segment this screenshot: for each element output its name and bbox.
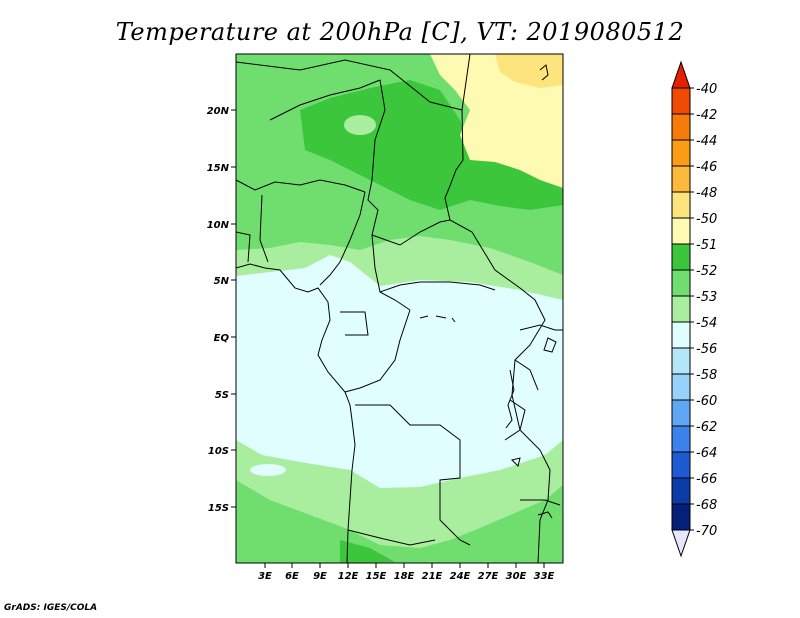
colorbar-label: -64 <box>696 446 717 461</box>
map-title: Temperature at 200hPa [C], VT: 201908051… <box>115 18 685 46</box>
lat-label: 10N <box>207 220 230 231</box>
field-m53-south <box>236 480 563 563</box>
colorbar-label: -50 <box>696 212 717 227</box>
colorbar-segment <box>671 165 691 193</box>
lat-labels: 20N 15N 10N 5N EQ 5S 10S 15S <box>207 106 230 514</box>
colorbar-label: -66 <box>696 472 717 487</box>
field-m51 <box>430 54 563 188</box>
lakes <box>419 64 557 519</box>
colorbar: -40 -42 -44 -46 -48 -50 -51 -52 -53 -54 -56 -58 -60 -… <box>671 60 717 558</box>
lon-label: 3E <box>258 571 272 582</box>
map-frame <box>235 53 564 564</box>
colorbar-label: -52 <box>696 264 717 279</box>
lon-labels: 3E 6E 9E 12E 15E 18E 21E 24E 27E 30E 33E <box>258 571 554 582</box>
colorbar-label: -42 <box>696 108 717 123</box>
colorbar-label: -44 <box>696 134 717 149</box>
colorbar-segment <box>671 191 691 219</box>
colorbar-segment <box>671 477 691 505</box>
colorbar-segment <box>671 243 691 271</box>
field-m54-patch <box>250 464 286 476</box>
colorbar-label: -60 <box>696 394 717 409</box>
colorbar-label: -56 <box>696 342 717 357</box>
lon-ticks <box>264 563 545 568</box>
field-m50 <box>495 54 563 88</box>
colorbar-segment <box>671 373 691 401</box>
colorbar-segment <box>671 217 691 245</box>
lat-label: 20N <box>207 106 230 117</box>
temperature-field <box>236 54 563 563</box>
lon-label: 30E <box>506 571 527 582</box>
colorbar-segment <box>671 529 691 558</box>
colorbar-label: -70 <box>696 524 717 539</box>
lon-label: 18E <box>394 571 415 582</box>
colorbar-label: -48 <box>696 186 717 201</box>
colorbar-label: -68 <box>696 498 717 513</box>
colorbar-label: -51 <box>696 238 717 253</box>
grads-credit: GrADS: IGES/COLA <box>4 603 98 613</box>
lat-label: 5S <box>215 390 229 401</box>
lon-label: 9E <box>313 571 327 582</box>
lat-ticks <box>231 109 236 508</box>
lon-label: 15E <box>366 571 387 582</box>
lat-label: 15S <box>208 503 229 514</box>
colorbar-segment <box>671 451 691 479</box>
lat-label: EQ <box>214 333 230 344</box>
colorbar-segment <box>671 295 691 323</box>
lon-label: 33E <box>534 571 555 582</box>
colorbar-label: -62 <box>696 420 717 435</box>
country-borders <box>236 54 563 563</box>
colorbar-segment <box>671 503 691 531</box>
colorbar-label: -40 <box>696 82 717 97</box>
field-m52-south <box>340 540 395 563</box>
colorbar-segment <box>671 321 691 349</box>
colorbar-segment <box>671 87 691 115</box>
colorbar-label: -46 <box>696 160 717 175</box>
lon-label: 24E <box>450 571 471 582</box>
colorbar-label: -58 <box>696 368 717 383</box>
lat-label: 10S <box>208 446 229 457</box>
colorbar-label: -53 <box>696 290 717 305</box>
colorbar-label: -54 <box>696 316 717 331</box>
colorbar-segment <box>671 139 691 167</box>
lon-label: 6E <box>285 571 299 582</box>
colorbar-segment <box>671 425 691 453</box>
colorbar-segment <box>671 399 691 427</box>
field-m53-patch <box>344 115 376 135</box>
lat-label: 15N <box>207 163 230 174</box>
lon-label: 21E <box>422 571 443 582</box>
lon-label: 12E <box>338 571 359 582</box>
colorbar-segment <box>671 113 691 141</box>
colorbar-segment <box>671 347 691 375</box>
colorbar-segment <box>671 60 691 89</box>
lon-label: 27E <box>478 571 499 582</box>
lat-label: 5N <box>214 276 230 287</box>
field-m52-core <box>300 80 563 210</box>
colorbar-segment <box>671 269 691 297</box>
